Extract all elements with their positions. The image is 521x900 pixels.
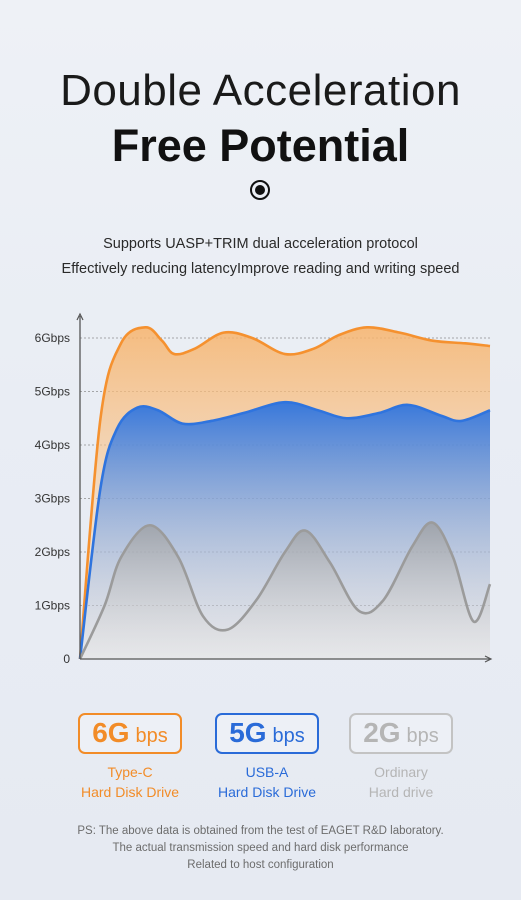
- legend-item-2g: 2G bps Ordinary Hard drive: [326, 713, 476, 802]
- legend-caption-2: Hard Disk Drive: [217, 784, 316, 800]
- legend-value: 2G: [363, 717, 401, 748]
- y-tick-label: 1Gbps: [35, 599, 70, 613]
- legend-value: 6G: [92, 717, 130, 748]
- series-2g-line: [78, 521, 492, 660]
- radio-bullet-icon: [250, 180, 270, 200]
- y-tick-label: 0: [63, 652, 70, 666]
- y-tick-label: 6Gbps: [35, 331, 70, 345]
- legend-value: 5G: [229, 717, 267, 748]
- legend-caption-2: Hard drive: [368, 784, 434, 800]
- legend-caption-1: Ordinary: [374, 764, 428, 780]
- x-axis-arrow: [484, 655, 493, 663]
- legend-badge-6g: 6G bps: [78, 713, 182, 754]
- legend-badge-2g: 2G bps: [349, 713, 453, 754]
- y-tick-label: 3Gbps: [35, 492, 70, 506]
- legend-item-6g: 6G bps Type-C Hard Disk Drive: [55, 713, 205, 802]
- legend-caption-2: Hard Disk Drive: [80, 784, 179, 800]
- footnote: PS: The above data is obtained from the …: [0, 823, 521, 874]
- y-tick-label: 4Gbps: [35, 438, 70, 452]
- legend-badge-5g: 5G bps: [215, 713, 319, 754]
- page-title-light: Double Acceleration: [60, 66, 461, 115]
- footnote-line-3: Related to host configuration: [187, 859, 334, 871]
- legend-unit: bps: [272, 725, 305, 747]
- legend-item-5g: 5G bps USB-A Hard Disk Drive: [192, 713, 342, 802]
- y-axis-arrow: [76, 312, 84, 321]
- page-title-bold: Free Potential: [111, 120, 410, 171]
- legend-caption-1: USB-A: [245, 764, 289, 780]
- footnote-line-1: PS: The above data is obtained from the …: [77, 825, 444, 837]
- intro-line-2: Effectively reducing latencyImprove read…: [61, 261, 460, 277]
- footnote-line-2: The actual transmission speed and hard d…: [112, 842, 409, 854]
- series-5g-line: [78, 400, 491, 660]
- y-tick-label: 5Gbps: [35, 385, 70, 399]
- series-2g-area: [80, 522, 490, 659]
- legend-unit: bps: [406, 725, 439, 747]
- speed-chart: 0 1Gbps 2Gbps 3Gbps 4Gbps 5Gbps 6Gbps: [35, 312, 493, 666]
- legend-unit: bps: [135, 725, 168, 747]
- legend-caption-1: Type-C: [107, 764, 153, 780]
- intro-line-1: Supports UASP+TRIM dual acceleration pro…: [103, 236, 418, 252]
- series-6g-line: [78, 325, 491, 660]
- y-tick-label: 2Gbps: [35, 545, 70, 559]
